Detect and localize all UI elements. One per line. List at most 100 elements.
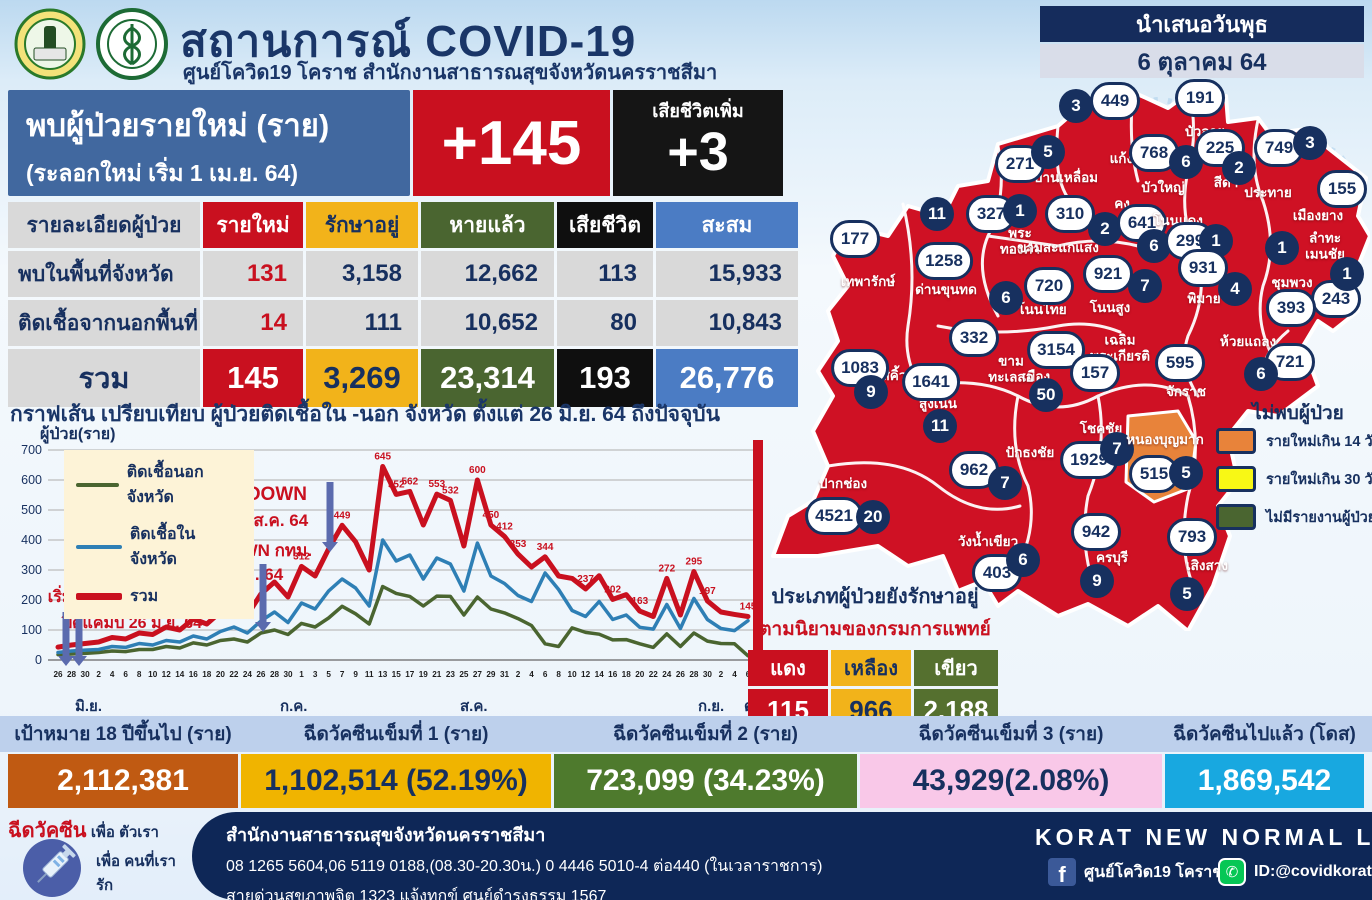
district-cumulative-count: 157 (1070, 354, 1120, 392)
in-province-new: 131 (203, 251, 303, 297)
svg-text:600: 600 (21, 473, 42, 487)
svg-text:100: 100 (21, 623, 42, 637)
chart-y-axis-label: ผู้ป่วย(ราย) (40, 426, 116, 443)
slogan-head: ฉีดวัคซีน (8, 820, 87, 842)
chart-month-ก.ค.: ก.ค. (280, 698, 308, 715)
vaccine-dose1-value: 1,102,514 (52.19%) (241, 754, 551, 808)
chart-right-red-strip (753, 440, 763, 682)
vaccine-dose2-value: 723,099 (34.23%) (554, 754, 857, 808)
svg-text:700: 700 (21, 444, 42, 457)
map-legend-item-14days: รายใหม่เกิน 14 วัน (1216, 428, 1372, 454)
district-cumulative-count: 720 (1024, 267, 1074, 305)
district-new-cases-badge: 1 (1003, 194, 1037, 228)
moph-logo (96, 8, 168, 80)
district-cumulative-count: 191 (1175, 79, 1225, 117)
severity-subtitle: ตามนิยามของกรมการแพทย์ (759, 619, 991, 640)
in-province-cumulative: 15,933 (656, 251, 798, 297)
svg-text:3: 3 (313, 670, 318, 679)
svg-text:20: 20 (635, 670, 645, 679)
svg-text:28: 28 (67, 670, 77, 679)
svg-text:13: 13 (378, 670, 388, 679)
svg-text:8: 8 (137, 670, 142, 679)
district-label: เมืองยาง (1292, 208, 1344, 224)
map-legend-title: ไม่พบผู้ป่วย (1252, 403, 1344, 424)
in-province-recovered: 12,662 (421, 251, 554, 297)
line-chart: ผู้ป่วย(ราย) 0 100 200 300 400 500 600 700 26 28 3… (0, 422, 772, 718)
district-label: จักราช (1165, 384, 1207, 400)
district-new-cases-badge: 3 (1059, 89, 1093, 123)
svg-text:1: 1 (299, 670, 304, 679)
svg-text:237: 237 (577, 574, 594, 585)
row-label-outside: ติดเชื้อจากนอกพื้นที่ (8, 300, 200, 346)
svg-text:353: 353 (510, 539, 527, 550)
district-new-cases-badge: 1 (1330, 257, 1364, 291)
yellow-swatch (1216, 466, 1256, 492)
district-new-cases-badge: 6 (989, 281, 1023, 315)
svg-text:10: 10 (568, 670, 578, 679)
org-name: สำนักงานสาธารณสุขจังหวัดนครราชสีมา (226, 825, 546, 845)
district-cumulative-count: 4521 (805, 497, 863, 535)
chart-month-ก.ย.: ก.ย. (698, 698, 725, 715)
svg-text:9: 9 (353, 670, 358, 679)
district-label: บัวใหญ่ (1141, 180, 1185, 196)
map-legend-item-30days: รายใหม่เกิน 30 วัน (1216, 466, 1372, 492)
map-legend-item-noreport: ไม่มีรายงานผู้ป่วย (1216, 504, 1372, 530)
syringe-icon (22, 838, 82, 900)
svg-text:28: 28 (689, 670, 699, 679)
district-cumulative-count: 793 (1167, 518, 1217, 556)
new-deaths-box: เสียชีวิตเพิ่ม +3 (613, 90, 783, 196)
district-new-cases-badge: 4 (1218, 272, 1252, 306)
chart-month-labels: มิ.ย.ก.ค.ส.ค.ก.ย.ต.ค. (0, 694, 772, 716)
district-label: ลำทะเมนชัย (1305, 230, 1345, 261)
district-label: ปักธงชัย (1005, 445, 1055, 461)
district-label: ขาม ทะเลสอ (988, 353, 1034, 384)
svg-text:6: 6 (123, 670, 128, 679)
svg-text:312: 312 (293, 551, 310, 562)
svg-text:449: 449 (334, 510, 351, 521)
outside-treating: 111 (306, 300, 418, 346)
district-new-cases-badge: 7 (1128, 269, 1162, 303)
svg-text:31: 31 (500, 670, 510, 679)
severity-header-green: เขียว (914, 650, 998, 686)
svg-text:20: 20 (216, 670, 226, 679)
district-new-cases-badge: 20 (856, 500, 890, 534)
svg-text:500: 500 (21, 503, 42, 517)
district-label: พระ ทองคำ (999, 225, 1041, 256)
legend-item-total: รวม (76, 584, 242, 609)
org-phones: 08 1265 5604,06 5119 0188,(08.30-20.30น.… (226, 858, 823, 875)
svg-text:8: 8 (556, 670, 561, 679)
presentation-date: 6 ตุลาคม 64 (1040, 44, 1364, 78)
svg-text:450: 450 (483, 510, 500, 521)
vaccine-dose2-header: ฉีดวัคซีนเข็มที่ 2 (ราย) (613, 724, 798, 745)
col-header-new: รายใหม่ (203, 202, 303, 248)
vaccine-dose3-value: 43,929(2.08%) (860, 754, 1162, 808)
legend-line-red (76, 593, 122, 600)
svg-text:344: 344 (537, 542, 554, 553)
district-label: เสิงสาง (1186, 558, 1228, 574)
district-cumulative-count: 177 (830, 220, 880, 258)
vaccine-header-strip (0, 716, 1372, 752)
district-new-cases-badge: 7 (1100, 432, 1134, 466)
district-label: เทพารักษ์ (840, 274, 896, 290)
district-cumulative-count: 942 (1071, 513, 1121, 551)
in-province-deaths: 113 (557, 251, 653, 297)
total-new: 145 (203, 349, 303, 407)
district-new-cases-badge: 1 (1265, 231, 1299, 265)
district-label: ด่านขุนทด (915, 282, 977, 298)
svg-text:12: 12 (162, 670, 172, 679)
chart-title: กราฟเส้น เปรียบเทียบ ผู้ป่วยติดเชื้อใน -… (10, 403, 720, 426)
total-treating: 3,269 (306, 349, 418, 407)
district-new-cases-badge: 50 (1029, 378, 1063, 412)
svg-text:295: 295 (686, 557, 703, 568)
total-deaths: 193 (557, 349, 653, 407)
svg-text:26: 26 (256, 670, 266, 679)
district-label: ประทาย (1244, 185, 1292, 201)
severity-header-yellow: เหลือง (831, 650, 911, 686)
severity-section: ประเภทผู้ป่วยยังรักษาอยู่ ตามนิยามของกรม… (748, 580, 1002, 731)
svg-text:24: 24 (243, 670, 253, 679)
district-new-cases-badge: 2 (1088, 212, 1122, 246)
new-cases-value-box: +145 (413, 90, 610, 196)
vaccine-target-header: เป้าหมาย 18 ปีขึ้นไป (ราย) (14, 724, 232, 745)
new-cases-subtitle: (ระลอกใหม่ เริ่ม 1 เม.ย. 64) (26, 160, 299, 186)
svg-text:29: 29 (486, 670, 496, 679)
